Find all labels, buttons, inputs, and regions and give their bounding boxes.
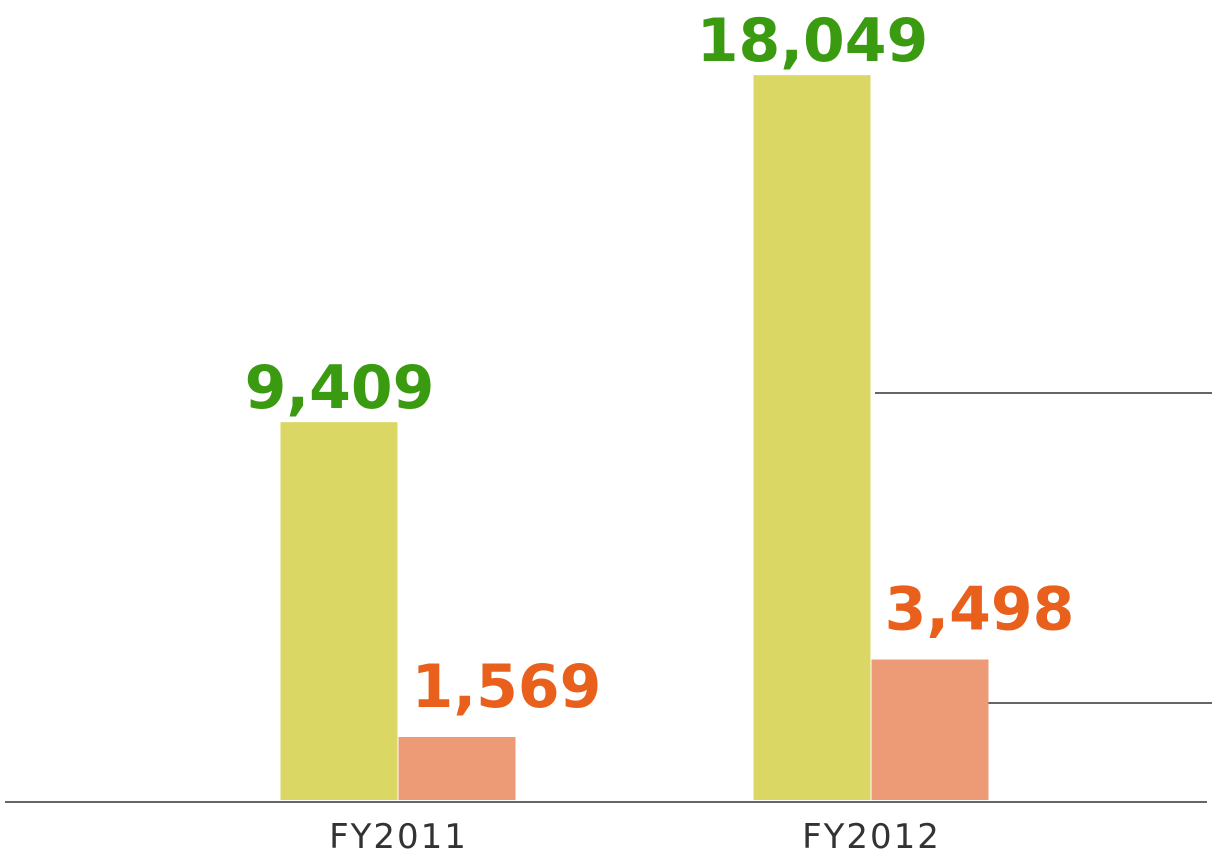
value-label: 18,049 [697, 6, 929, 76]
bar [753, 75, 871, 800]
bar [280, 422, 398, 800]
bar [871, 659, 989, 800]
value-label: 9,409 [245, 353, 435, 423]
bar [398, 736, 516, 800]
x-tick-label: FY2011 [329, 817, 468, 857]
value-label: 1,569 [412, 652, 602, 722]
x-tick-label: FY2012 [802, 817, 941, 857]
value-label: 3,498 [885, 575, 1075, 645]
